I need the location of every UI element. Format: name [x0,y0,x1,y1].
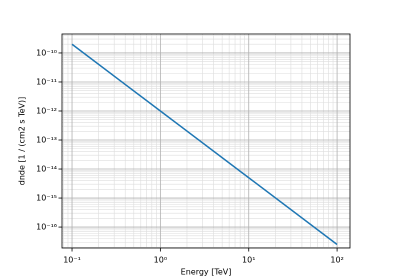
plot-frame [61,33,351,249]
y-tick-label: 10⁻¹¹ [36,77,57,86]
y-axis-label: dnde [1 / (cm2 s TeV)] [18,97,27,186]
y-tick-label: 10⁻¹⁴ [36,165,57,174]
y-tick-label: 10⁻¹² [36,106,57,115]
x-tick-label: 10⁰ [154,256,167,265]
y-tick-label: 10⁻¹³ [36,136,57,145]
x-tick-label: 10² [330,256,343,265]
y-tick-label: 10⁻¹⁶ [36,223,57,232]
x-axis-label: Energy [TeV] [181,268,232,277]
y-tick-label: 10⁻¹⁰ [36,48,57,57]
x-tick-label: 10⁻¹ [63,256,81,265]
x-tick-label: 10¹ [242,256,255,265]
data-line [71,43,338,246]
y-tick-label: 10⁻¹⁵ [36,194,57,203]
